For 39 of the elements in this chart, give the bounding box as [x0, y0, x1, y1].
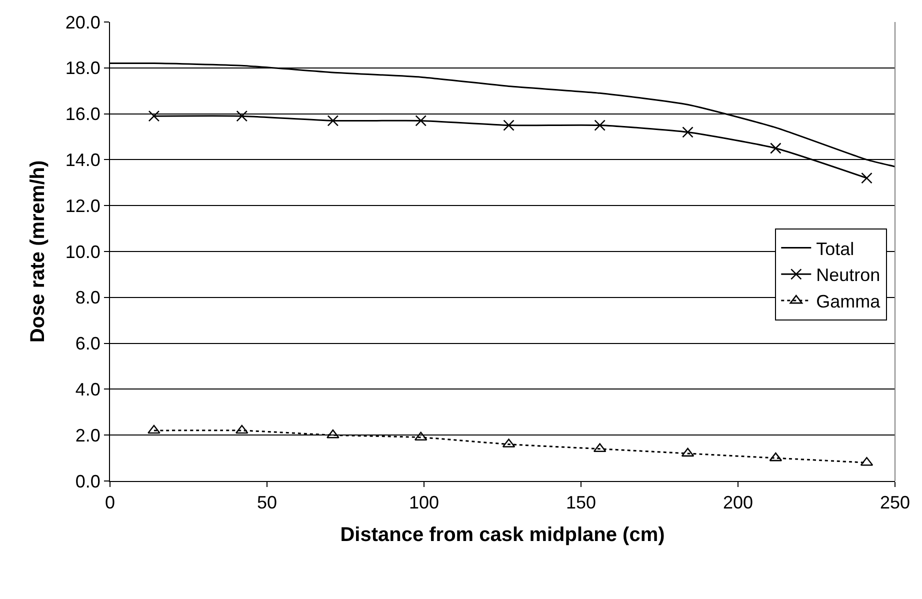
point [414, 432, 428, 441]
y-tick-label: 4.0 [75, 380, 100, 400]
x-tick-label: 150 [566, 492, 596, 513]
point [327, 115, 339, 126]
y-tick-label: 6.0 [75, 334, 100, 354]
point [681, 448, 694, 457]
point [682, 126, 694, 138]
y-tick-label: 0.0 [75, 471, 100, 492]
point [860, 456, 874, 466]
point [235, 424, 248, 434]
point [769, 452, 782, 462]
legend-label: Gamma [816, 292, 882, 312]
x-tick-label: 0 [104, 492, 116, 513]
point [503, 120, 514, 131]
point [326, 429, 340, 438]
x-tick-label: 50 [256, 492, 278, 513]
legend-label: Total [816, 238, 854, 259]
legend-label: Neutron [816, 265, 880, 286]
x-tick-label: 250 [880, 492, 910, 513]
x-axis-title: Distance from cask midplane (cm) [340, 524, 665, 546]
x-tick-label: 100 [408, 492, 440, 513]
point [236, 110, 248, 122]
y-tick-label: 20.0 [65, 12, 100, 32]
point [861, 172, 872, 184]
point [593, 443, 606, 452]
x-tick-label: 200 [722, 492, 754, 513]
y-tick-label: 10.0 [65, 242, 100, 262]
y-tick-label: 8.0 [75, 288, 100, 308]
y-tick-label: 16.0 [65, 104, 100, 124]
y-tick-label: 18.0 [65, 58, 100, 78]
point [415, 115, 427, 126]
point [770, 142, 782, 154]
y-tick-label: 12.0 [65, 196, 100, 216]
y-tick-label: 2.0 [75, 425, 100, 446]
point [594, 120, 606, 131]
point [148, 424, 160, 434]
y-axis-title: Dose rate (mrem/h) [26, 160, 49, 343]
y-tick-label: 14.0 [65, 150, 100, 170]
point [148, 110, 160, 122]
